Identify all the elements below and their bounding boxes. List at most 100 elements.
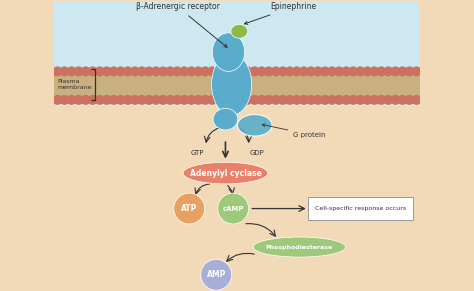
Circle shape — [369, 66, 379, 76]
Circle shape — [201, 66, 210, 76]
Circle shape — [179, 66, 189, 76]
Text: AMP: AMP — [207, 270, 226, 279]
Circle shape — [348, 66, 358, 76]
Text: Epinephrine: Epinephrine — [245, 2, 316, 24]
Circle shape — [391, 95, 401, 105]
Circle shape — [201, 95, 210, 105]
Text: Phosphodiesterase: Phosphodiesterase — [266, 244, 333, 250]
Circle shape — [201, 259, 232, 290]
Circle shape — [186, 95, 196, 105]
Circle shape — [285, 95, 295, 105]
Circle shape — [362, 95, 372, 105]
Ellipse shape — [231, 24, 248, 38]
Circle shape — [193, 95, 203, 105]
Circle shape — [95, 95, 105, 105]
Circle shape — [271, 66, 281, 76]
Circle shape — [109, 95, 119, 105]
Circle shape — [278, 95, 288, 105]
Circle shape — [88, 66, 98, 76]
Circle shape — [306, 95, 316, 105]
Circle shape — [66, 95, 76, 105]
Circle shape — [320, 95, 330, 105]
Text: GDP: GDP — [250, 150, 264, 156]
Circle shape — [59, 95, 70, 105]
Circle shape — [404, 66, 415, 76]
Circle shape — [151, 66, 161, 76]
Circle shape — [228, 95, 238, 105]
Circle shape — [218, 193, 248, 224]
Ellipse shape — [183, 162, 268, 184]
Circle shape — [214, 95, 224, 105]
Circle shape — [144, 66, 154, 76]
Circle shape — [327, 66, 337, 76]
Circle shape — [271, 95, 281, 105]
Bar — [55, 106, 419, 226]
Circle shape — [355, 95, 365, 105]
Circle shape — [66, 66, 76, 76]
Circle shape — [299, 66, 309, 76]
Text: ATP: ATP — [181, 204, 197, 213]
Circle shape — [73, 95, 83, 105]
Circle shape — [264, 95, 273, 105]
Circle shape — [158, 66, 168, 76]
Circle shape — [116, 95, 126, 105]
Circle shape — [88, 95, 98, 105]
Circle shape — [137, 66, 147, 76]
Circle shape — [250, 66, 260, 76]
Circle shape — [130, 66, 140, 76]
Circle shape — [193, 66, 203, 76]
Circle shape — [256, 66, 267, 76]
Circle shape — [81, 95, 91, 105]
Text: G protein: G protein — [262, 124, 326, 138]
Circle shape — [250, 95, 260, 105]
Circle shape — [334, 95, 344, 105]
Circle shape — [411, 66, 421, 76]
Bar — [55, 1, 419, 106]
Circle shape — [179, 95, 189, 105]
Circle shape — [95, 66, 105, 76]
Circle shape — [334, 66, 344, 76]
Circle shape — [376, 95, 386, 105]
Circle shape — [151, 95, 161, 105]
Circle shape — [256, 95, 267, 105]
Circle shape — [53, 95, 63, 105]
Circle shape — [59, 66, 70, 76]
Circle shape — [327, 95, 337, 105]
FancyBboxPatch shape — [308, 197, 413, 220]
Circle shape — [221, 66, 231, 76]
Bar — [55, 71, 419, 101]
Circle shape — [236, 66, 246, 76]
Circle shape — [102, 95, 112, 105]
Circle shape — [264, 66, 273, 76]
Circle shape — [369, 95, 379, 105]
Circle shape — [320, 66, 330, 76]
Circle shape — [299, 95, 309, 105]
Circle shape — [383, 95, 393, 105]
Circle shape — [306, 66, 316, 76]
Circle shape — [172, 95, 182, 105]
Circle shape — [144, 95, 154, 105]
Circle shape — [81, 66, 91, 76]
Circle shape — [376, 66, 386, 76]
Circle shape — [165, 66, 175, 76]
Circle shape — [165, 95, 175, 105]
Ellipse shape — [253, 237, 346, 257]
Circle shape — [207, 66, 218, 76]
Circle shape — [243, 66, 253, 76]
Circle shape — [172, 66, 182, 76]
Text: GTP: GTP — [190, 150, 204, 156]
Circle shape — [130, 95, 140, 105]
Text: Adenylyl cyclase: Adenylyl cyclase — [190, 168, 261, 178]
Circle shape — [221, 95, 231, 105]
Circle shape — [348, 95, 358, 105]
Text: β-Adrenergic receptor: β-Adrenergic receptor — [136, 2, 227, 47]
Ellipse shape — [211, 54, 252, 115]
Circle shape — [243, 95, 253, 105]
Ellipse shape — [237, 115, 272, 136]
Ellipse shape — [213, 108, 238, 130]
Circle shape — [313, 95, 323, 105]
Circle shape — [53, 66, 63, 76]
Circle shape — [404, 95, 415, 105]
Circle shape — [391, 66, 401, 76]
Circle shape — [398, 95, 408, 105]
